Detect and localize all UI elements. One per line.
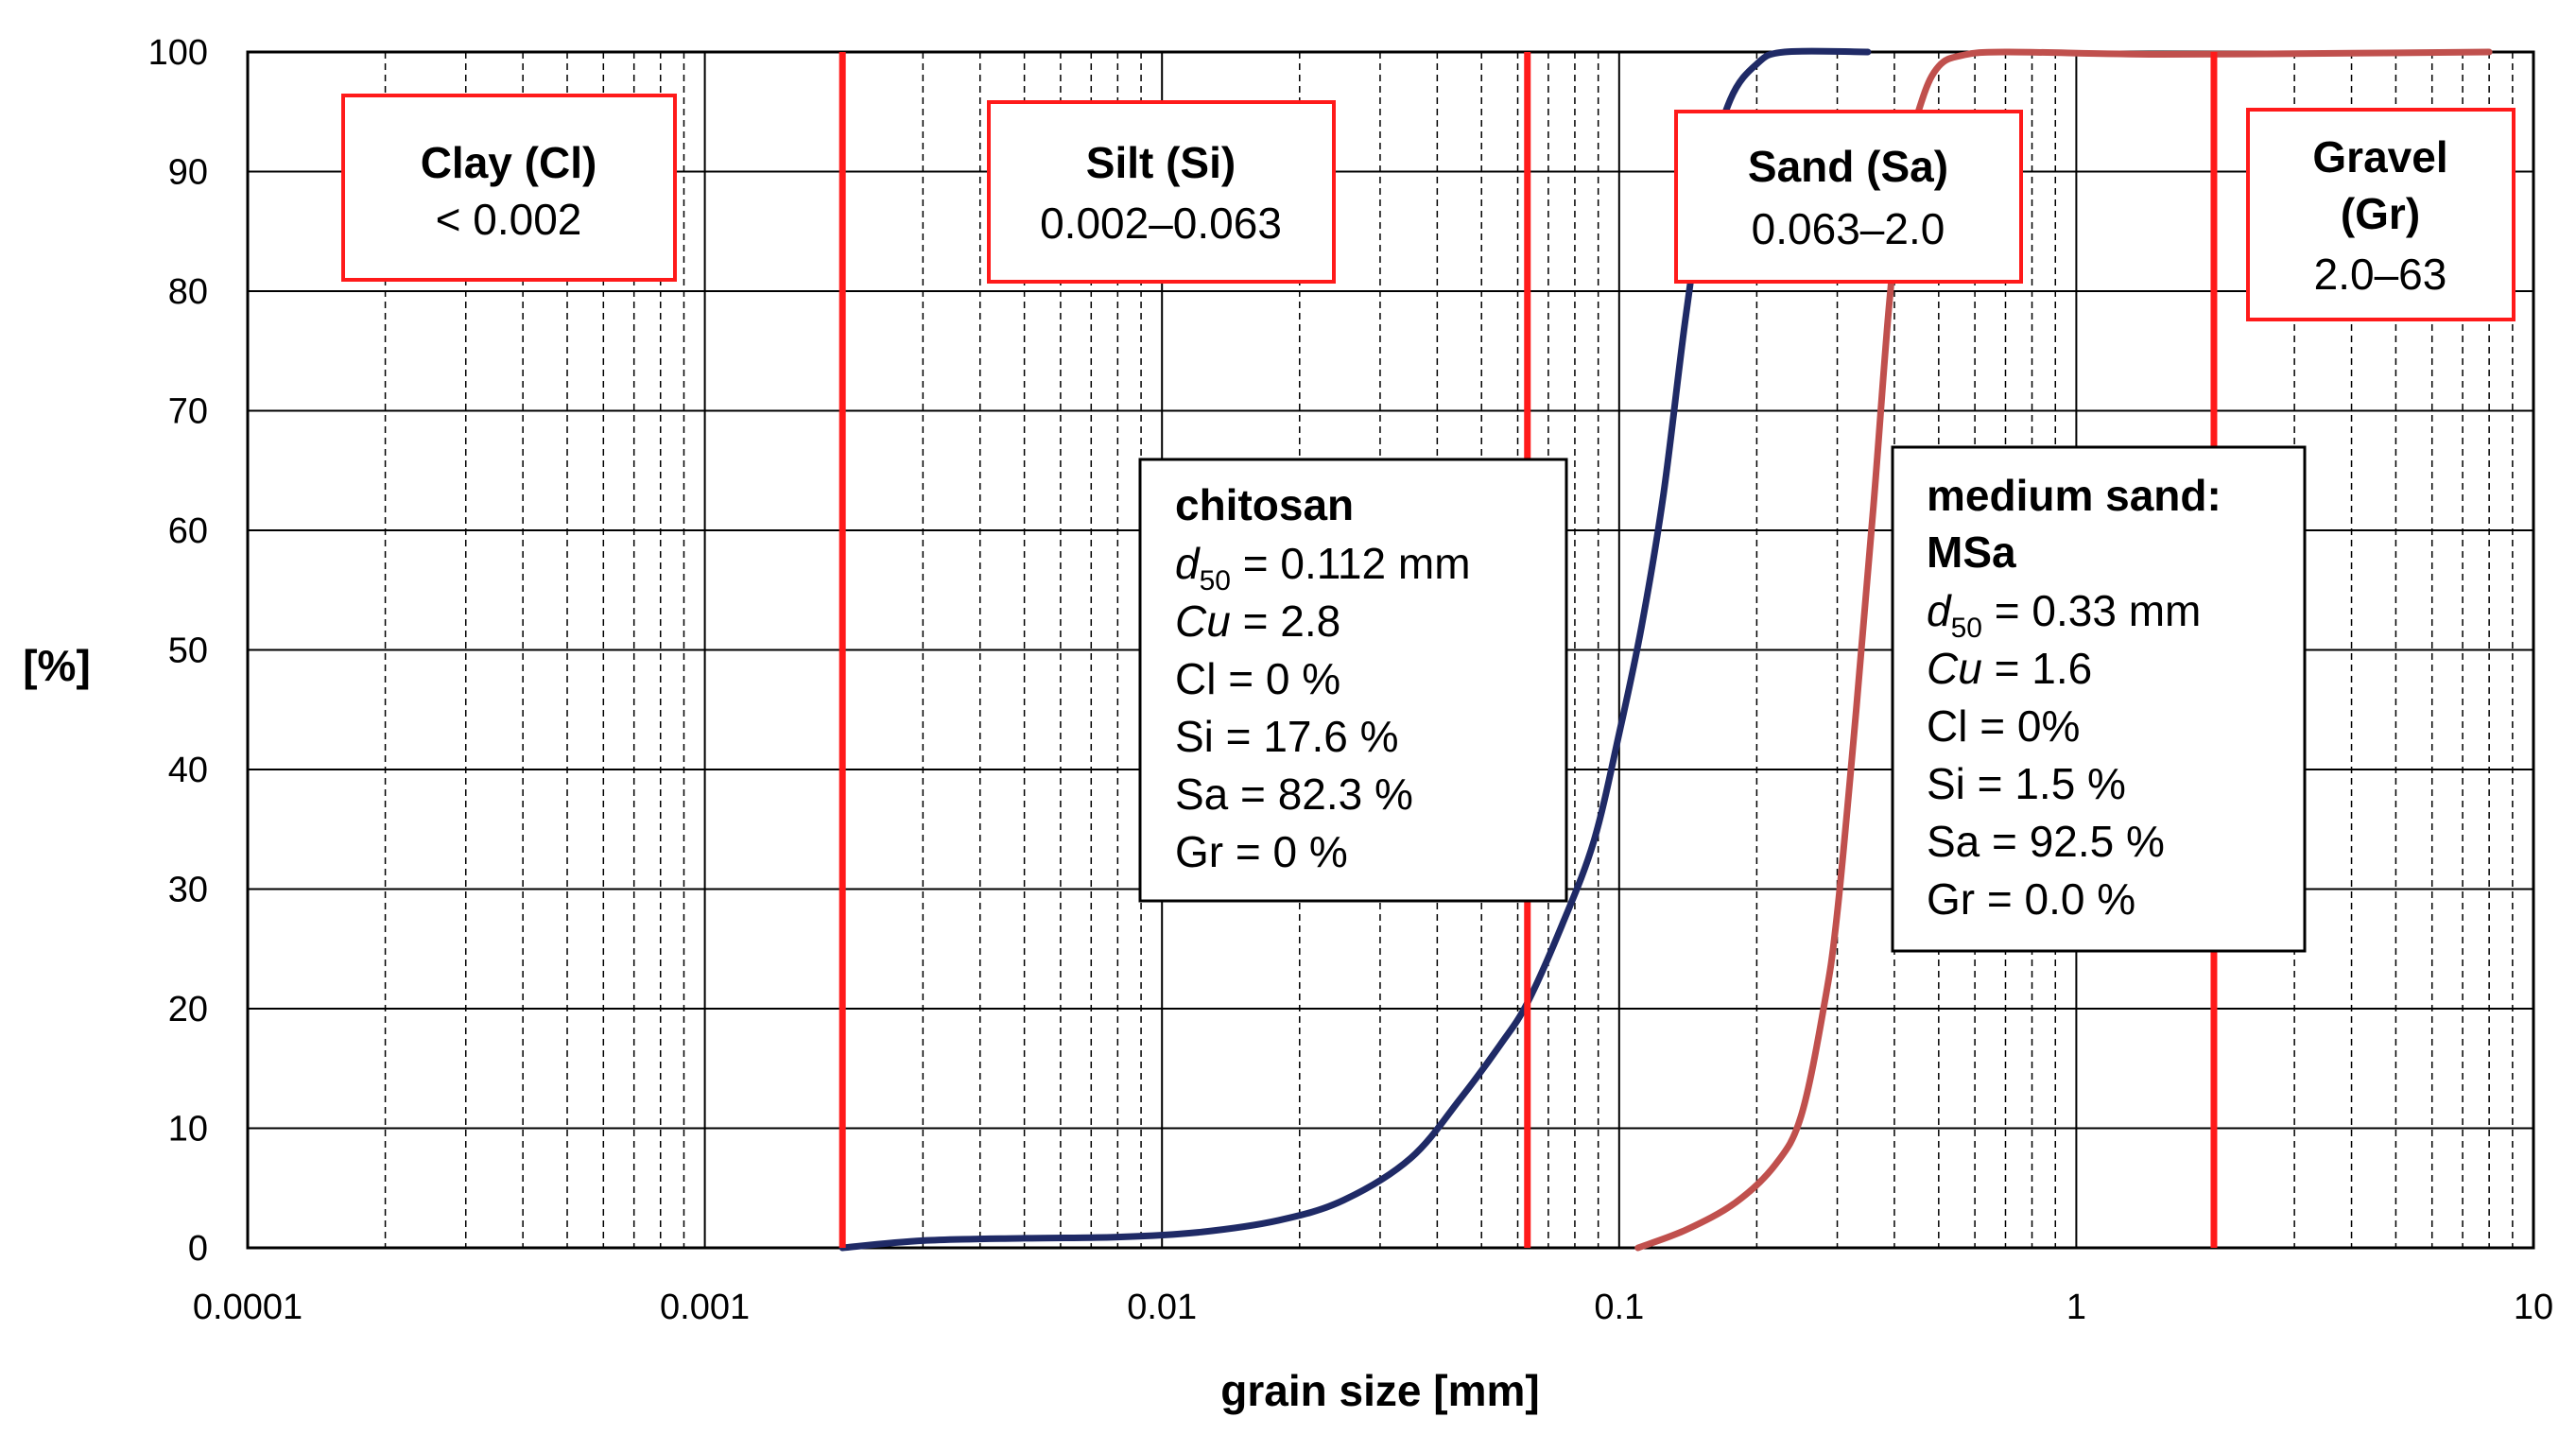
medium-sand-curve bbox=[1634, 48, 2493, 1252]
chitosan-sa: Sa = 82.3 % bbox=[1175, 769, 1413, 819]
silt-box: Silt (Si) 0.002–0.063 bbox=[987, 100, 1336, 284]
chitosan-gr: Gr = 0 % bbox=[1175, 827, 1348, 876]
y-tick-label: 100 bbox=[148, 33, 208, 73]
gravel-box-name: Gravel bbox=[2312, 132, 2447, 182]
msa-title: medium sand: bbox=[1927, 471, 2222, 520]
y-tick-label: 90 bbox=[168, 153, 208, 193]
y-tick-label: 60 bbox=[168, 511, 208, 551]
msa-d50: d50 = 0.33 mm bbox=[1927, 586, 2201, 644]
y-tick-label: 20 bbox=[168, 990, 208, 1029]
silt-box-name: Silt (Si) bbox=[1086, 138, 1236, 187]
y-tick-label: 10 bbox=[168, 1110, 208, 1150]
silt-box-range: 0.002–0.063 bbox=[1040, 199, 1282, 248]
y-tick-label: 0 bbox=[188, 1229, 208, 1269]
chitosan-d50: d50 = 0.112 mm bbox=[1175, 539, 1471, 596]
sand-box: Sand (Sa) 0.063–2.0 bbox=[1674, 110, 2023, 284]
chitosan-cu: Cu = 2.8 bbox=[1175, 596, 1340, 646]
y-tick-label: 30 bbox=[168, 871, 208, 910]
msa-sa: Sa = 92.5 % bbox=[1927, 817, 2165, 866]
sand-box-range: 0.063–2.0 bbox=[1752, 204, 1945, 253]
gravel-box-name-2: (Gr) bbox=[2341, 189, 2420, 238]
msa-cu: Cu = 1.6 bbox=[1927, 644, 2092, 693]
x-axis-ticks: 0.0001 0.001 0.01 0.1 1 10 bbox=[193, 1288, 2553, 1327]
sand-box-name: Sand (Sa) bbox=[1748, 142, 1948, 191]
x-tick-label: 0.0001 bbox=[193, 1288, 303, 1327]
msa-gr: Gr = 0.0 % bbox=[1927, 874, 2135, 924]
chitosan-cl: Cl = 0 % bbox=[1175, 654, 1340, 703]
medium-sand-annotation: medium sand: MSa d50 = 0.33 mm Cu = 1.6 … bbox=[1891, 445, 2307, 953]
x-axis-title: grain size [mm] bbox=[1220, 1366, 1539, 1415]
y-tick-label: 80 bbox=[168, 272, 208, 312]
x-tick-label: 0.001 bbox=[660, 1288, 750, 1327]
x-tick-label: 10 bbox=[2514, 1288, 2553, 1327]
y-tick-label: 40 bbox=[168, 751, 208, 790]
y-tick-label: 70 bbox=[168, 392, 208, 432]
msa-cl: Cl = 0% bbox=[1927, 701, 2080, 751]
chitosan-si: Si = 17.6 % bbox=[1175, 712, 1399, 761]
y-axis-title: [%] bbox=[23, 641, 91, 690]
gravel-box: Gravel (Gr) 2.0–63 bbox=[2246, 108, 2515, 321]
clay-box: Clay (Cl) < 0.002 bbox=[341, 94, 677, 282]
plot-border bbox=[246, 50, 2535, 1250]
x-tick-label: 0.1 bbox=[1594, 1288, 1644, 1327]
x-tick-label: 0.01 bbox=[1127, 1288, 1197, 1327]
chitosan-annotation: chitosan d50 = 0.112 mm Cu = 2.8 Cl = 0 … bbox=[1138, 458, 1568, 903]
y-tick-label: 50 bbox=[168, 631, 208, 671]
gravel-box-range: 2.0–63 bbox=[2314, 250, 2447, 299]
msa-si: Si = 1.5 % bbox=[1927, 759, 2126, 808]
chitosan-title: chitosan bbox=[1175, 480, 1354, 529]
y-axis-ticks: 0 10 20 30 40 50 60 70 80 90 100 bbox=[148, 33, 208, 1269]
clay-box-name: Clay (Cl) bbox=[421, 138, 597, 187]
msa-title-2: MSa bbox=[1927, 527, 2016, 577]
clay-box-range: < 0.002 bbox=[436, 195, 582, 244]
x-tick-label: 1 bbox=[2066, 1288, 2086, 1327]
